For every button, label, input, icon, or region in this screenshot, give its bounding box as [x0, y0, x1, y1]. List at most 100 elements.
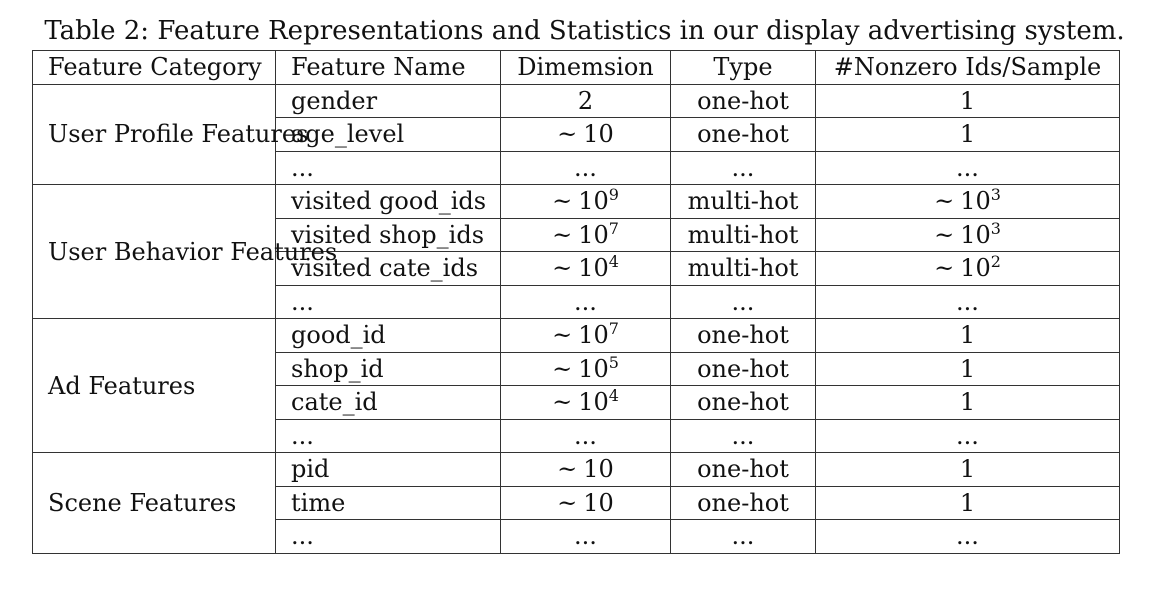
- approx-symbol: ~: [552, 388, 573, 417]
- type-cell: multi-hot: [670, 217, 816, 252]
- value-exponent: 3: [990, 185, 1001, 205]
- feature-name-cell: gender: [275, 83, 501, 118]
- feature-name-cell: visited cate_ids: [275, 251, 501, 286]
- value-exponent: 5: [608, 352, 619, 372]
- type-cell: ...: [670, 150, 816, 185]
- type-cell: one-hot: [670, 83, 816, 118]
- table-row: ............: [33, 519, 1120, 554]
- value-base: 10: [583, 488, 614, 517]
- nonzero-ids-cell: ~102: [815, 251, 1120, 286]
- header-nonzero-ids: #Nonzero Ids/Sample: [815, 50, 1120, 85]
- nonzero-ids-cell: 1: [815, 318, 1120, 353]
- value-base: ...: [574, 153, 597, 182]
- table-row: time ~10 one-hot 1: [33, 485, 1120, 520]
- dimension-cell: ~10: [500, 452, 671, 487]
- dimension-cell: ~107: [500, 318, 671, 353]
- feature-name-cell: cate_id: [275, 385, 501, 420]
- nonzero-ids-cell: ...: [815, 519, 1120, 554]
- feature-name-cell: shop_id: [275, 351, 501, 386]
- table-body: User Profile Features gender 2 one-hot 1 age_…: [32, 83, 1120, 554]
- type-cell: one-hot: [670, 318, 816, 353]
- table-row: ............: [33, 284, 1120, 319]
- value-base: 1: [959, 388, 976, 417]
- table-row: Scene Features pid ~10 one-hot 1: [32, 452, 1120, 554]
- value-base: 1: [959, 120, 976, 149]
- feature-name-cell: time: [275, 485, 501, 520]
- nonzero-ids-cell: 1: [815, 452, 1120, 487]
- dimension-cell: ...: [500, 150, 671, 185]
- feature-category-cell: Scene Features: [32, 452, 276, 554]
- dimension-cell: ~10: [500, 117, 671, 152]
- value-base: 1: [959, 321, 976, 350]
- approx-symbol: ~: [557, 455, 578, 484]
- table-row: User Behavior Features visited good_ids ~1…: [32, 184, 1120, 319]
- feature-category-cell: Ad Features: [32, 318, 276, 453]
- header-feature-name: Feature Name: [275, 50, 501, 85]
- approx-symbol: ~: [552, 321, 573, 350]
- value-base: 10: [583, 120, 614, 149]
- type-cell: one-hot: [670, 117, 816, 152]
- type-cell: one-hot: [670, 452, 816, 487]
- value-base: ...: [956, 287, 979, 316]
- value-base: 10: [578, 321, 609, 350]
- type-cell: one-hot: [670, 351, 816, 386]
- approx-symbol: ~: [934, 254, 955, 283]
- dimension-cell: ~104: [500, 385, 671, 420]
- feature-name-cell: visited good_ids: [275, 184, 501, 219]
- value-exponent: 7: [608, 319, 619, 339]
- value-base: 1: [959, 455, 976, 484]
- value-base: 10: [960, 254, 991, 283]
- value-exponent: 3: [990, 218, 1001, 238]
- table-row: User Profile Features gender 2 one-hot 1: [32, 83, 1120, 185]
- type-cell: ...: [670, 519, 816, 554]
- feature-category-cell: User Behavior Features: [32, 184, 337, 319]
- dimension-cell: ...: [500, 519, 671, 554]
- dimension-cell: ...: [500, 418, 671, 453]
- feature-name-cell: pid: [275, 452, 501, 487]
- value-base: 10: [578, 220, 609, 249]
- approx-symbol: ~: [552, 187, 573, 216]
- table-row: visited shop_ids ~107 multi-hot ~103: [33, 217, 1120, 252]
- value-base: ...: [956, 522, 979, 551]
- feature-name-cell: ...: [275, 284, 501, 319]
- table-row: cate_id ~104 one-hot 1: [33, 385, 1120, 420]
- feature-name-cell: good_id: [275, 318, 501, 353]
- header-feature-category: Feature Category: [32, 50, 276, 85]
- value-base: 10: [583, 455, 614, 484]
- approx-symbol: ~: [934, 220, 955, 249]
- nonzero-ids-cell: ~103: [815, 217, 1120, 252]
- type-cell: multi-hot: [670, 251, 816, 286]
- header-dimension: Dimemsion: [500, 50, 671, 85]
- dimension-cell: 2: [500, 83, 671, 118]
- type-cell: one-hot: [670, 485, 816, 520]
- value-base: ...: [956, 153, 979, 182]
- value-base: 1: [959, 488, 976, 517]
- nonzero-ids-cell: ...: [815, 418, 1120, 453]
- value-base: 10: [960, 220, 991, 249]
- value-base: 10: [578, 187, 609, 216]
- dimension-cell: ~109: [500, 184, 671, 219]
- value-exponent: 7: [608, 218, 619, 238]
- nonzero-ids-cell: ...: [815, 284, 1120, 319]
- type-cell: one-hot: [670, 385, 816, 420]
- type-cell: ...: [670, 418, 816, 453]
- table-caption: Table 2: Feature Representations and Sta…: [44, 16, 1125, 46]
- header-row: Feature Category Feature Name Dimemsion …: [32, 50, 1120, 85]
- value-base: 10: [578, 254, 609, 283]
- approx-symbol: ~: [557, 120, 578, 149]
- feature-table: Feature Category Feature Name Dimemsion …: [32, 50, 1120, 554]
- value-base: 10: [578, 354, 609, 383]
- approx-symbol: ~: [934, 187, 955, 216]
- dimension-cell: ~107: [500, 217, 671, 252]
- value-base: 2: [577, 86, 594, 115]
- nonzero-ids-cell: 1: [815, 351, 1120, 386]
- feature-name-cell: ...: [275, 519, 501, 554]
- table-row: Ad Features good_id ~107 one-hot 1: [32, 318, 1120, 453]
- type-cell: multi-hot: [670, 184, 816, 219]
- approx-symbol: ~: [552, 220, 573, 249]
- value-base: 10: [578, 388, 609, 417]
- feature-name-cell: ...: [275, 150, 501, 185]
- nonzero-ids-cell: 1: [815, 485, 1120, 520]
- approx-symbol: ~: [552, 254, 573, 283]
- nonzero-ids-cell: 1: [815, 117, 1120, 152]
